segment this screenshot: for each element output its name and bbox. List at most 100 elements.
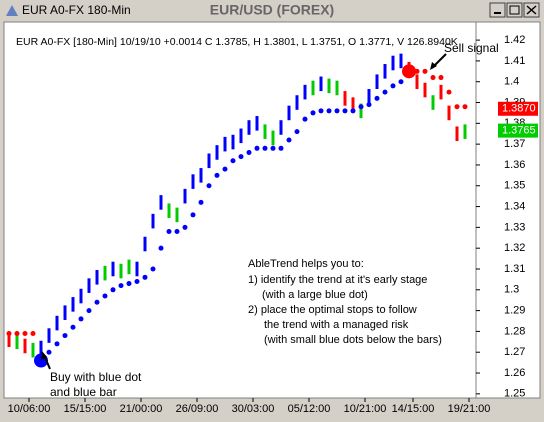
stop-dot: [382, 89, 388, 95]
price-bar: [375, 74, 379, 90]
x-tick-label: 21/00:00: [120, 403, 163, 415]
stop-dot: [158, 245, 164, 251]
price-bar: [255, 116, 259, 131]
price-bar: [175, 207, 179, 223]
y-tick-label: 1.4: [504, 76, 519, 88]
stop-dot: [206, 183, 212, 189]
price-bar: [343, 91, 347, 106]
resistance-dot: [462, 104, 468, 110]
plot: [6, 53, 468, 368]
stop-dot: [110, 287, 116, 293]
buy-annotation: Buy with blue dot: [50, 370, 142, 384]
stop-dot: [182, 224, 188, 230]
stop-dot: [118, 283, 124, 289]
price-bar: [39, 340, 43, 356]
price-bar: [271, 130, 275, 146]
price-bar: [71, 297, 75, 312]
stop-dot: [70, 324, 76, 330]
price-bar: [119, 263, 123, 279]
stop-dot: [366, 102, 372, 108]
x-tick-label: 19/21:00: [448, 403, 491, 415]
price-bar: [327, 78, 331, 94]
stop-dot: [334, 108, 340, 114]
resistance-dot: [22, 330, 28, 336]
window-title: EUR A0-FX 180-Min: [22, 3, 131, 17]
stop-dot: [214, 172, 220, 178]
sell-arrowhead: [430, 62, 437, 70]
stop-dot: [62, 333, 68, 339]
price-bar: [423, 82, 427, 98]
price-tag: [498, 123, 538, 138]
price-bar: [359, 103, 363, 119]
resistance-dot: [430, 75, 436, 81]
price-tag-label: 1.3870: [502, 103, 536, 115]
sell-annotation: Sell signal: [444, 41, 499, 55]
price-bar: [215, 145, 219, 160]
stop-dot: [350, 108, 356, 114]
price-bar: [431, 95, 435, 110]
stop-dot: [142, 274, 148, 280]
price-bar: [463, 124, 467, 139]
price-bar: [415, 74, 419, 90]
resistance-dot: [438, 75, 444, 81]
price-bar: [7, 332, 11, 348]
close-icon: [526, 5, 537, 15]
note-line: (with a large blue dot): [262, 289, 368, 301]
price-bar: [87, 278, 91, 293]
price-bar: [127, 259, 131, 275]
resistance-dot: [6, 330, 12, 336]
buy-annotation: and blue bar: [50, 385, 117, 399]
price-bar: [279, 120, 283, 135]
y-tick-label: 1.32: [504, 242, 525, 254]
note: AbleTrend helps you to: 1) identify the …: [248, 258, 442, 346]
note-line: AbleTrend helps you to:: [248, 258, 364, 270]
stop-dot: [358, 104, 364, 110]
minimize-button[interactable]: [489, 2, 506, 18]
stop-dot: [198, 199, 204, 205]
resistance-dot: [446, 89, 452, 95]
plot-area: [3, 21, 477, 399]
price-tag-label: 1.3765: [502, 125, 536, 137]
y-tick-label: 1.41: [504, 55, 525, 67]
chart-title: EUR/USD (FOREX): [210, 2, 334, 18]
maximize-button[interactable]: [506, 2, 523, 18]
price-bar: [239, 128, 243, 144]
resistance-dot: [14, 330, 20, 336]
price-bar: [47, 328, 51, 343]
price-bar: [311, 80, 315, 96]
price-tag: [498, 101, 538, 116]
price-bar: [23, 338, 27, 354]
stop-dot: [78, 316, 84, 322]
y-tick-label: 1.3: [504, 284, 519, 296]
price-bar: [351, 97, 355, 112]
window-buttons[interactable]: [489, 2, 540, 18]
resistance-dot: [402, 64, 416, 79]
stop-dot: [374, 95, 380, 101]
price-bar: [135, 261, 139, 277]
price-bar: [143, 236, 147, 252]
x-tick-label: 10/21:00: [344, 403, 387, 415]
price-bar: [191, 174, 195, 189]
y-tick-label: 1.37: [504, 138, 525, 150]
maximize-icon: [509, 5, 520, 15]
y-tick-label: 1.25: [504, 388, 525, 400]
stop-dot: [238, 154, 244, 160]
stop-dot: [286, 137, 292, 143]
stop-dot: [302, 116, 308, 122]
y-tick-label: 1.34: [504, 200, 525, 212]
stop-dot: [174, 229, 180, 235]
y-tick-label: 1.27: [504, 346, 525, 358]
price-bar: [183, 188, 187, 204]
price-bar: [159, 195, 163, 210]
y-tick-label: 1.36: [504, 159, 525, 171]
stop-dot: [86, 308, 92, 314]
app-icon: [6, 5, 18, 16]
note-line: 2) place the optimal stops to follow: [248, 304, 417, 316]
stop-dot: [262, 145, 268, 151]
price-bar: [31, 342, 35, 358]
resistance-dot: [454, 104, 460, 110]
buy-arrowhead: [41, 351, 47, 360]
price-bar: [55, 315, 59, 331]
price-bar: [295, 95, 299, 110]
